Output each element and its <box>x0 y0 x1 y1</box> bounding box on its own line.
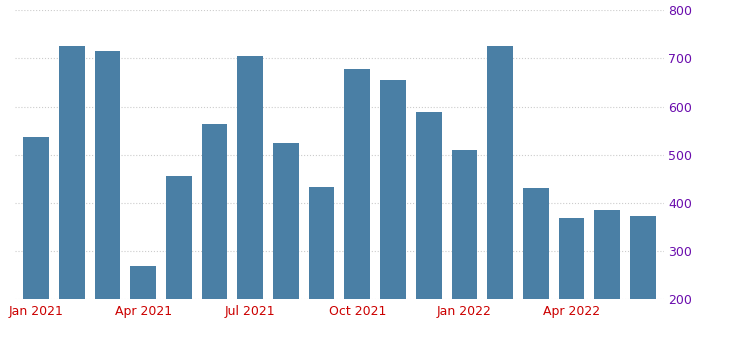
Bar <box>452 150 477 299</box>
Bar <box>201 124 227 299</box>
Bar <box>273 143 299 299</box>
Bar <box>345 69 370 299</box>
Bar <box>594 209 620 299</box>
Bar <box>487 46 513 299</box>
Bar <box>166 176 192 299</box>
Bar <box>130 266 156 299</box>
Bar <box>558 218 584 299</box>
Bar <box>95 51 120 299</box>
Bar <box>523 188 549 299</box>
Bar <box>630 216 656 299</box>
Bar <box>23 137 49 299</box>
Bar <box>309 187 334 299</box>
Bar <box>416 112 442 299</box>
Bar <box>59 46 85 299</box>
Bar <box>237 56 263 299</box>
Bar <box>380 80 406 299</box>
